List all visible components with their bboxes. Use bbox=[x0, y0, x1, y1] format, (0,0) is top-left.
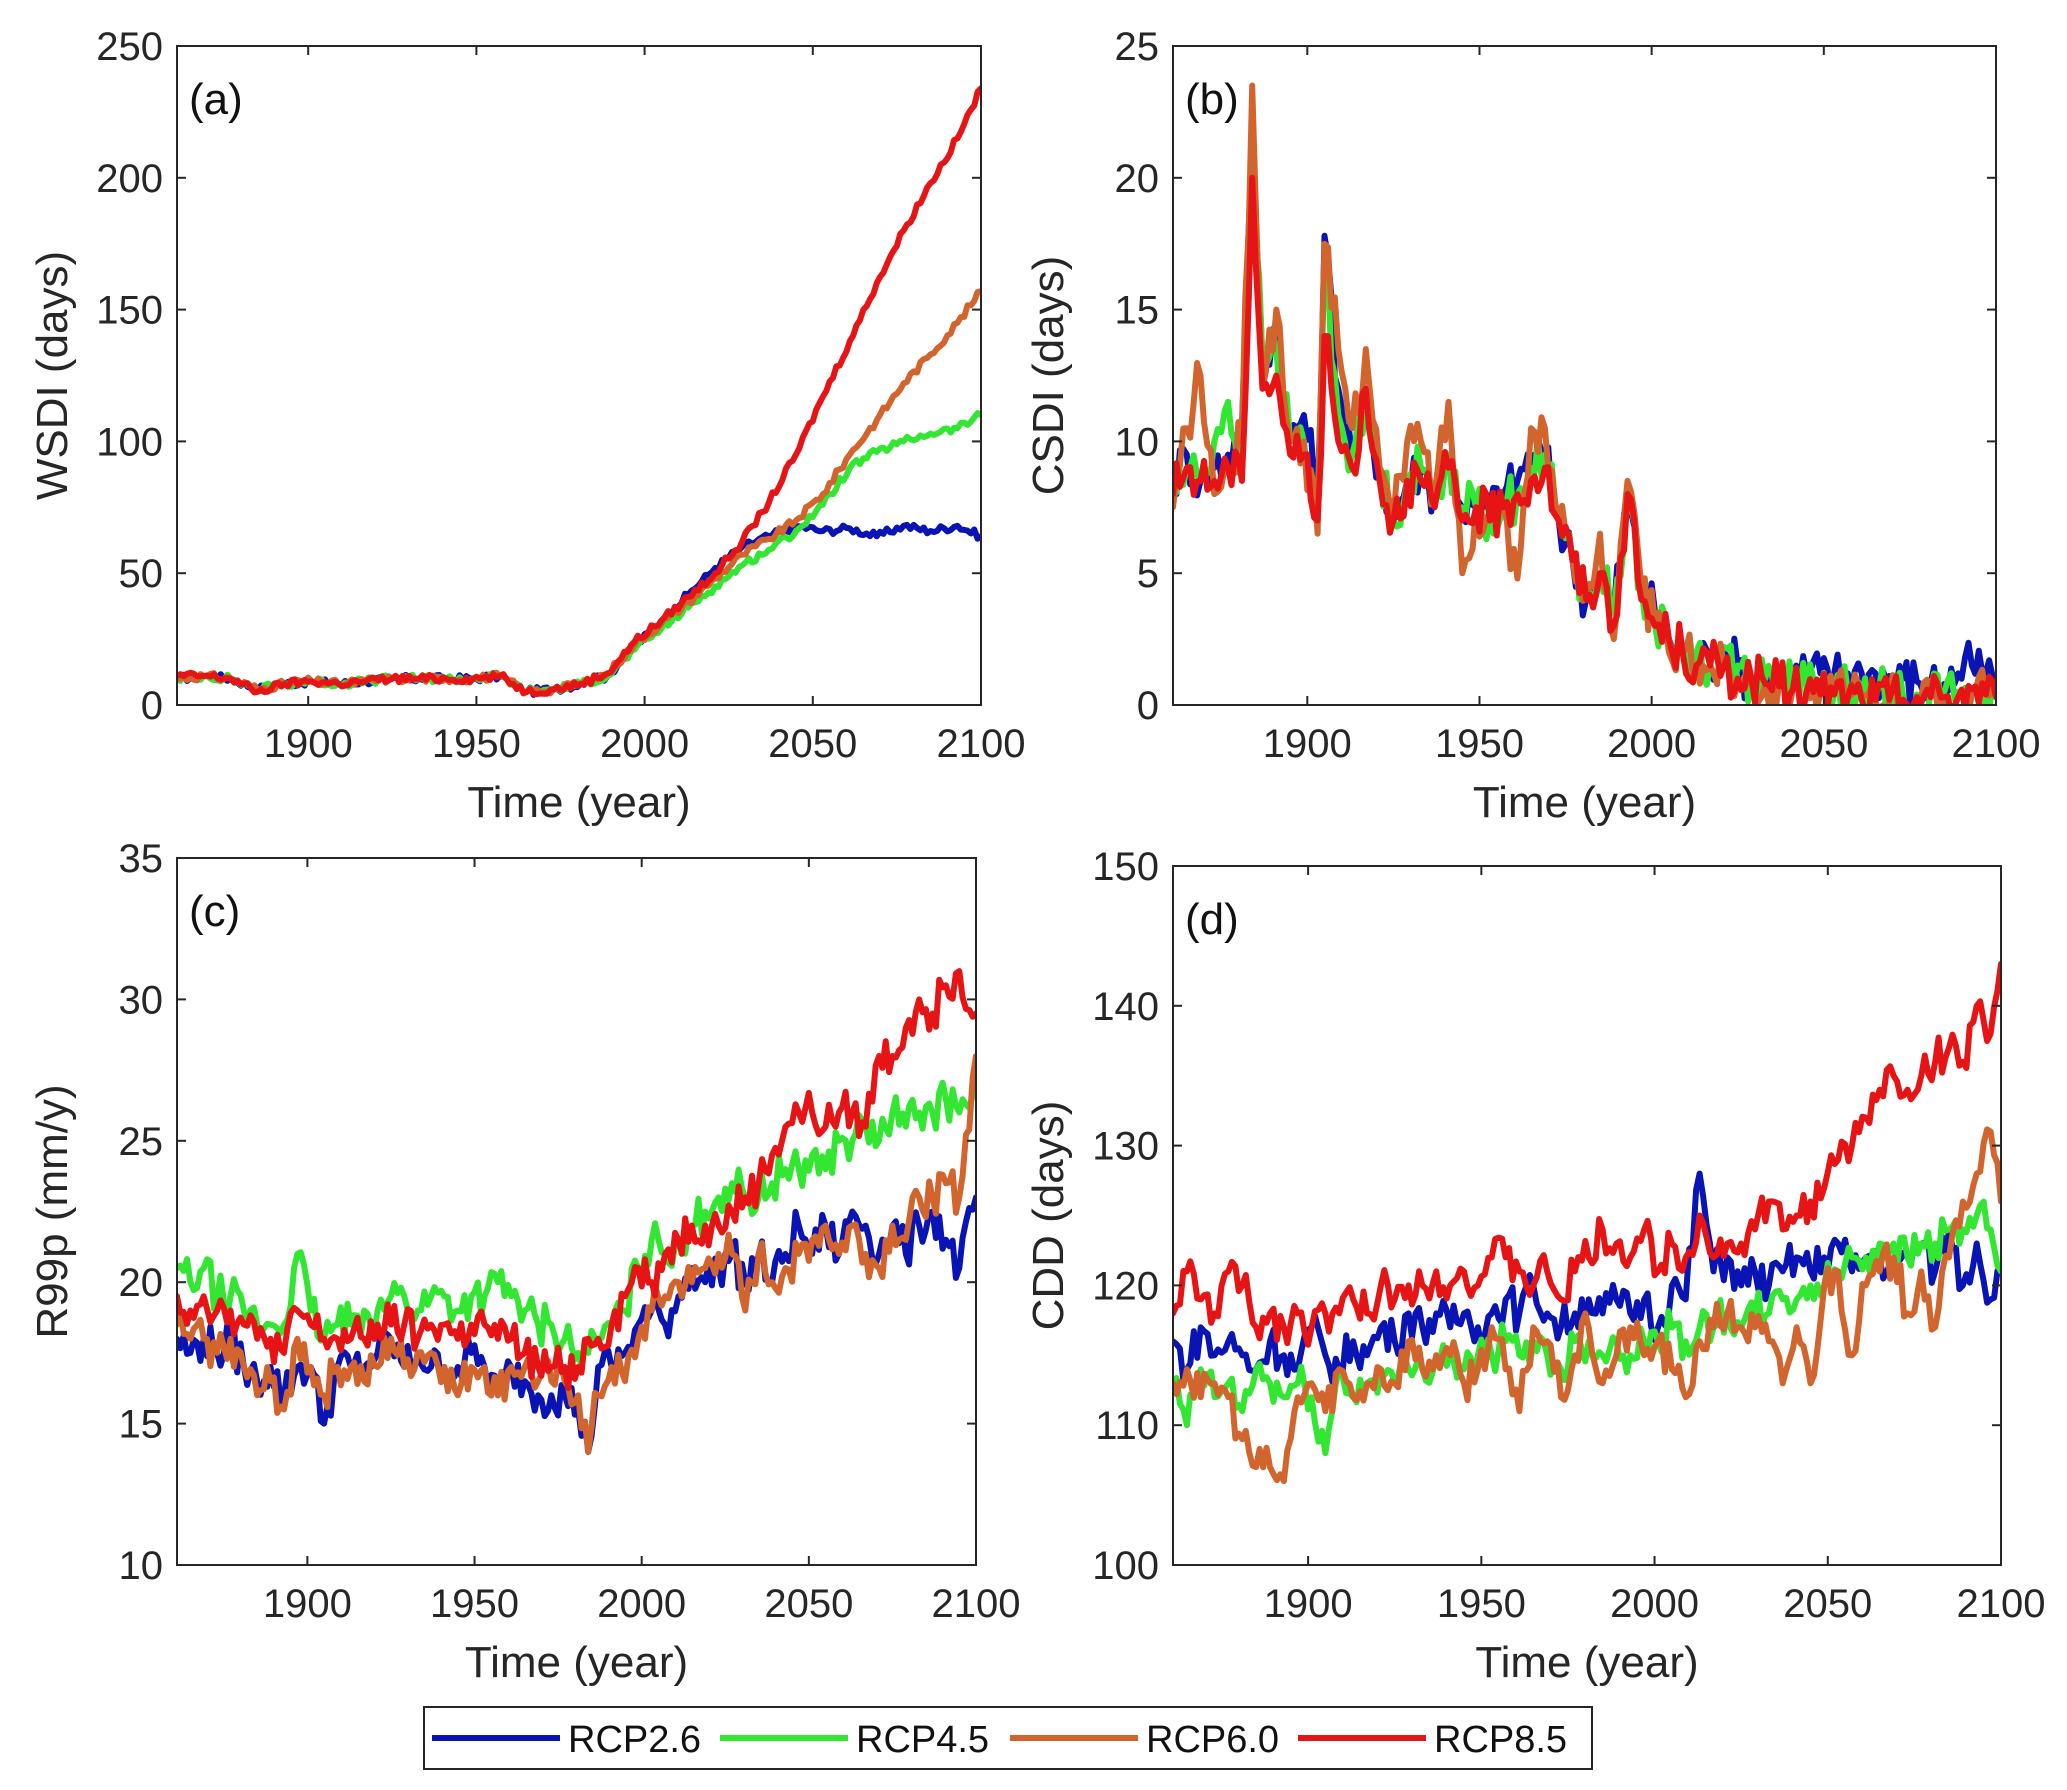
panel-c-y-ticks: 10 15 20 25 30 35 bbox=[119, 837, 976, 1588]
panel-d-ylabel: CDD (days) bbox=[1024, 1101, 1073, 1331]
panel-d-series-rcp60 bbox=[1173, 1126, 2001, 1485]
legend-item-rcp85: RCP8.5 bbox=[1298, 1719, 1567, 1761]
panel-c: 1900 1950 2000 2050 2100 10 15 20 25 30 35 (c) Ti… bbox=[28, 837, 1020, 1687]
panel-b-axes-frame bbox=[1172, 45, 1997, 706]
panel-c-x-ticks: 1900 1950 2000 2050 2100 bbox=[263, 858, 1021, 1626]
x-tick-label: 2100 bbox=[937, 722, 1026, 766]
y-tick-label: 10 bbox=[1115, 420, 1160, 464]
panel-b: 1900 1950 2000 2050 2100 0 5 10 15 20 25 (b) Time… bbox=[1024, 25, 2040, 827]
y-tick-label: 200 bbox=[96, 157, 163, 201]
x-tick-label: 2100 bbox=[1957, 1582, 2046, 1626]
panel-b-series-rcp26 bbox=[1173, 148, 1996, 705]
panel-a-lines bbox=[177, 85, 981, 698]
panel-d: 1900 1950 2000 2050 2100 100110120130140150 … bbox=[1024, 845, 2045, 1687]
panel-c-series-rcp45 bbox=[177, 1067, 976, 1370]
panel-d-series-rcp45 bbox=[1173, 1198, 2001, 1457]
x-tick-label: 1950 bbox=[1437, 1582, 1526, 1626]
panel-b-ylabel: CSDI (days) bbox=[1024, 256, 1073, 496]
panel-d-tag: (d) bbox=[1185, 895, 1239, 944]
y-tick-label: 5 bbox=[1137, 552, 1159, 596]
y-tick-label: 0 bbox=[141, 684, 163, 728]
panel-d-lines bbox=[1173, 960, 2001, 1485]
panel-d-series-rcp85 bbox=[1173, 960, 2001, 1348]
panel-d-y-ticks: 100 110 120 130 140 150 bbox=[1092, 845, 2001, 1588]
panel-c-series-rcp60 bbox=[177, 1053, 976, 1455]
y-tick-label: 150 bbox=[1092, 845, 1159, 889]
y-tick-label: 15 bbox=[119, 1403, 164, 1447]
panel-a-y-ticks: 0 50 100 150 200 250 bbox=[96, 25, 981, 728]
legend-item-rcp60: RCP6.0 bbox=[1010, 1719, 1279, 1761]
panel-a-xlabel: Time (year) bbox=[467, 778, 690, 827]
x-tick-label: 2050 bbox=[768, 722, 857, 766]
panel-a-series-rcp85 bbox=[177, 85, 981, 698]
y-tick-label: 130 bbox=[1092, 1125, 1159, 1169]
x-tick-label: 1900 bbox=[1263, 722, 1352, 766]
y-tick-label: 100 bbox=[96, 420, 163, 464]
x-tick-label: 1950 bbox=[432, 722, 521, 766]
panel-b-xlabel: Time (year) bbox=[1473, 778, 1696, 827]
x-tick-label: 2000 bbox=[1607, 722, 1696, 766]
panel-a-tag: (a) bbox=[189, 75, 243, 124]
panel-a-series-rcp45 bbox=[177, 410, 981, 696]
panel-c-tag: (c) bbox=[189, 887, 240, 936]
x-tick-label: 2000 bbox=[1610, 1582, 1699, 1626]
legend-label-rcp85: RCP8.5 bbox=[1434, 1719, 1567, 1761]
y-tick-label: 0 bbox=[1137, 684, 1159, 728]
y-tick-label: 35 bbox=[119, 837, 164, 881]
x-tick-label: 2050 bbox=[1779, 722, 1868, 766]
panel-b-series-rcp60 bbox=[1173, 82, 1996, 705]
x-tick-label: 2050 bbox=[764, 1582, 853, 1626]
legend-item-rcp45: RCP4.5 bbox=[720, 1719, 989, 1761]
legend-label-rcp60: RCP6.0 bbox=[1146, 1719, 1279, 1761]
x-tick-label: 1900 bbox=[263, 1582, 352, 1626]
panel-d-xlabel: Time (year) bbox=[1475, 1638, 1698, 1687]
y-tick-label: 120 bbox=[1092, 1264, 1159, 1308]
x-tick-label: 2000 bbox=[597, 1582, 686, 1626]
panel-c-series-rcp85 bbox=[177, 968, 976, 1392]
panel-a-x-ticks: 1900 1950 2000 2050 2100 bbox=[264, 46, 1026, 766]
panel-d-axes-frame bbox=[1172, 865, 2002, 1566]
y-tick-label: 30 bbox=[119, 978, 164, 1022]
panel-c-xlabel: Time (year) bbox=[465, 1638, 688, 1687]
panel-b-x-ticks: 1900 1950 2000 2050 2100 bbox=[1263, 46, 2041, 766]
y-tick-label: 15 bbox=[1115, 289, 1160, 333]
panel-b-lines bbox=[1173, 82, 1996, 705]
y-tick-label: 250 bbox=[96, 25, 163, 69]
x-tick-label: 1900 bbox=[264, 722, 353, 766]
legend-label-rcp45: RCP4.5 bbox=[856, 1719, 989, 1761]
x-tick-label: 1950 bbox=[1435, 722, 1524, 766]
panel-a-series-rcp26 bbox=[177, 520, 981, 698]
panel-a-axes-frame bbox=[176, 45, 982, 706]
panel-a-ylabel: WSDI (days) bbox=[28, 251, 77, 500]
y-tick-label: 100 bbox=[1092, 1544, 1159, 1588]
x-tick-label: 1950 bbox=[430, 1582, 519, 1626]
y-tick-label: 25 bbox=[1115, 25, 1160, 69]
panel-b-tag: (b) bbox=[1185, 75, 1239, 124]
y-tick-label: 25 bbox=[119, 1120, 164, 1164]
y-tick-label: 20 bbox=[119, 1261, 164, 1305]
x-tick-label: 2000 bbox=[600, 722, 689, 766]
legend: RCP2.6 RCP4.5 RCP6.0 RCP8.5 bbox=[423, 1706, 1593, 1770]
panel-d-x-ticks: 1900 1950 2000 2050 2100 bbox=[1264, 866, 2046, 1626]
panel-c-lines bbox=[177, 968, 976, 1455]
panel-b-y-ticks: 0 5 10 15 20 25 bbox=[1115, 25, 1996, 728]
y-tick-label: 110 bbox=[1095, 1404, 1159, 1448]
panel-a-series-rcp60 bbox=[177, 288, 981, 697]
panel-b-series-rcp85 bbox=[1173, 174, 1996, 705]
panel-c-ylabel: R99p (mm/y) bbox=[28, 1084, 77, 1338]
panel-c-axes-frame bbox=[176, 857, 977, 1566]
x-tick-label: 2100 bbox=[1952, 722, 2041, 766]
x-tick-label: 2050 bbox=[1783, 1582, 1872, 1626]
y-tick-label: 140 bbox=[1092, 985, 1159, 1029]
y-tick-label: 50 bbox=[119, 552, 164, 596]
legend-item-rcp26: RCP2.6 bbox=[432, 1719, 701, 1761]
y-tick-label: 150 bbox=[96, 289, 163, 333]
x-tick-label: 1900 bbox=[1264, 1582, 1353, 1626]
y-tick-label: 10 bbox=[119, 1544, 164, 1588]
panel-a: 1900 1950 2000 2050 2100 0 50 100 150 200 250 (a)… bbox=[28, 25, 1025, 827]
legend-label-rcp26: RCP2.6 bbox=[568, 1719, 701, 1761]
x-tick-label: 2100 bbox=[932, 1582, 1021, 1626]
y-tick-label: 20 bbox=[1115, 157, 1160, 201]
